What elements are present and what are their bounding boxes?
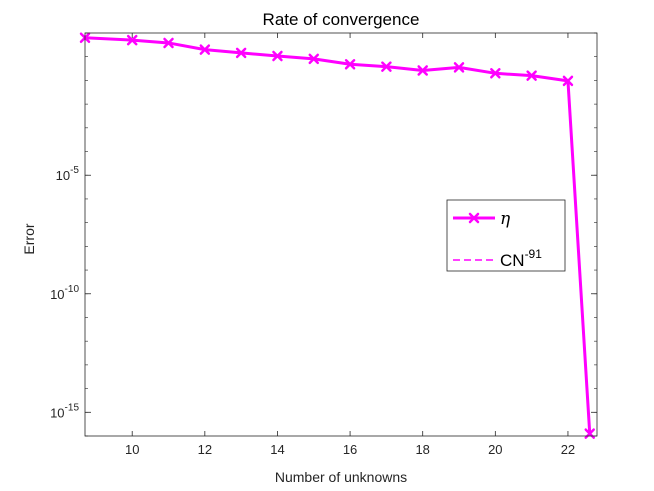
x-tick-label: 22 <box>561 442 575 457</box>
legend-cn-label: CN-91 <box>500 247 542 270</box>
marker-stroke <box>344 59 356 70</box>
marker-stroke <box>562 75 574 87</box>
x-tick-label: 12 <box>198 442 212 457</box>
series-eta-point <box>199 44 211 55</box>
labels-layer: Rate of convergence Number of unknowns E… <box>21 10 419 485</box>
series-eta-point <box>344 59 356 70</box>
marker-stroke <box>526 70 537 81</box>
series-eta-point <box>272 50 283 62</box>
series-eta-point <box>453 62 465 73</box>
legend-eta-marker <box>468 212 480 224</box>
plot-frame <box>84 32 598 437</box>
marker-stroke <box>163 37 174 49</box>
series-eta-point <box>417 65 428 76</box>
y-tick-label-exponent: -5 <box>70 165 79 176</box>
x-tick-label: 14 <box>270 442 284 457</box>
marker-stroke <box>126 34 138 46</box>
x-tick-label: 10 <box>125 442 139 457</box>
y-tick-label-exponent: -10 <box>65 284 80 295</box>
legend-box <box>446 199 566 272</box>
marker-stroke <box>235 47 247 59</box>
series-eta-point <box>308 53 320 65</box>
legend-cn-sup: -91 <box>525 247 543 261</box>
marker-stroke <box>272 50 283 62</box>
series-eta-point <box>526 70 537 81</box>
y-tick-label-base: 10 <box>50 405 64 420</box>
marker-stroke <box>308 53 320 65</box>
y-tick-label-exponent: -15 <box>65 402 80 413</box>
marker-stroke <box>490 68 501 79</box>
x-tick-label: 18 <box>415 442 429 457</box>
series-eta-point <box>381 61 392 72</box>
legend-cn-base: CN <box>500 251 525 270</box>
legend-eta-label: η <box>500 209 511 229</box>
y-axis-label: Error <box>21 223 37 254</box>
x-tick-label: 20 <box>488 442 502 457</box>
y-tick-label: 10-10 <box>50 284 79 302</box>
y-tick-label-base: 10 <box>50 287 64 302</box>
series-eta-point <box>235 47 247 59</box>
series-layer <box>79 32 595 439</box>
series-eta-point <box>126 34 138 46</box>
legend: η CN-91 <box>446 199 566 272</box>
series-eta-point <box>562 75 574 87</box>
marker-stroke <box>417 65 428 76</box>
marker-stroke <box>199 44 211 55</box>
x-tick-label: 16 <box>343 442 357 457</box>
marker-stroke <box>381 61 392 72</box>
y-tick-label: 10-15 <box>50 402 79 420</box>
x-axis-label: Number of unknowns <box>275 469 407 485</box>
series-eta-point <box>163 37 174 49</box>
y-tick-label: 10-5 <box>56 165 80 183</box>
series-eta-point <box>490 68 501 79</box>
chart-title: Rate of convergence <box>263 10 420 29</box>
marker-stroke <box>453 62 465 73</box>
y-tick-label-base: 10 <box>56 168 70 183</box>
